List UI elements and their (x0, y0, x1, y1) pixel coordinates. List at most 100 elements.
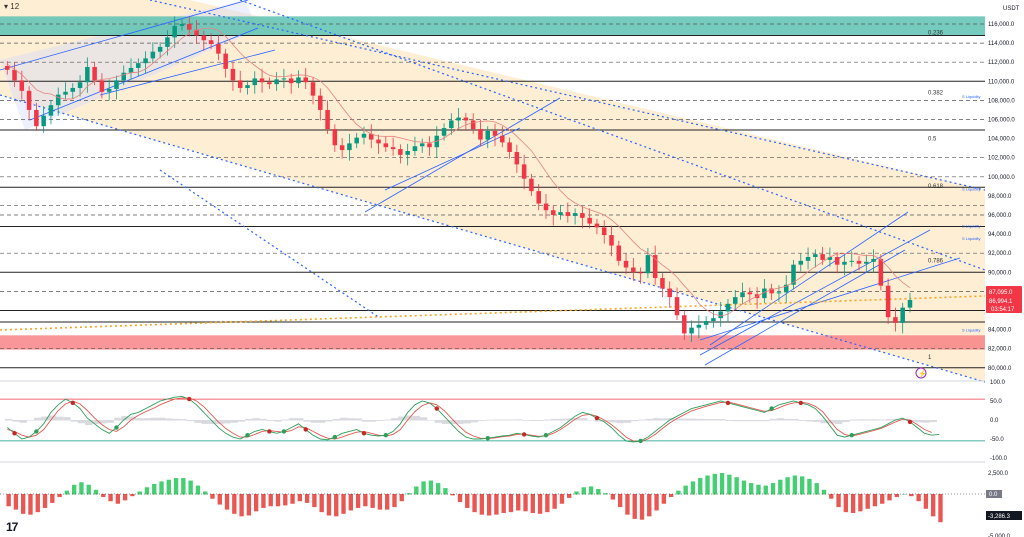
price-tick-label: 108,000.0 (988, 98, 1015, 104)
macd-bar (122, 494, 128, 501)
osc-histogram-bar (594, 420, 602, 422)
macd-bar (865, 494, 870, 509)
candle-body (354, 137, 359, 144)
macd-bar (370, 494, 375, 508)
candle-body (136, 63, 141, 68)
candle-body (703, 321, 709, 325)
osc-histogram-bar (878, 419, 886, 421)
macd-bar (152, 483, 157, 495)
tradingview-logo[interactable]: 17 (6, 520, 18, 534)
candle-body (478, 129, 483, 140)
osc-histogram-bar (827, 420, 835, 424)
macd-bar (210, 494, 215, 499)
candle-body (645, 255, 651, 274)
macd-bar (690, 481, 696, 495)
osc-histogram-bar (412, 415, 420, 421)
macd-bar (86, 484, 91, 495)
candle-body (194, 29, 199, 36)
candle-body (310, 82, 316, 96)
macd-bar (807, 478, 812, 495)
candle-body (594, 223, 600, 228)
osc-cross-dot (332, 434, 338, 440)
macd-bar (224, 494, 230, 510)
macd-bar (304, 494, 310, 503)
osc-histogram-bar (354, 418, 362, 421)
osc-tick-label: 0.0 (990, 418, 999, 424)
candle-body (48, 105, 54, 116)
osc-histogram-bar (529, 420, 537, 421)
osc-histogram-bar (369, 420, 377, 422)
candle-body (529, 178, 534, 192)
candle-body (157, 46, 163, 52)
candle-body (259, 78, 265, 83)
macd-bar (588, 486, 594, 495)
candle-body (536, 191, 541, 204)
macd-bar (246, 494, 252, 516)
macd-bar (188, 480, 193, 495)
osc-histogram-bar (449, 420, 457, 424)
candle-body (878, 258, 884, 286)
osc-histogram-bar (703, 419, 712, 421)
osc-histogram-bar (580, 418, 588, 421)
candle-body (725, 303, 731, 312)
candle-body (500, 135, 505, 143)
macd-bar (770, 483, 776, 495)
candle-body (281, 78, 287, 80)
osc-histogram-bar (216, 420, 224, 424)
candle-body (587, 217, 592, 224)
osc-histogram-bar (230, 420, 238, 423)
osc-histogram-bar (143, 418, 151, 421)
osc-histogram-bar (376, 420, 384, 421)
macd-bar (763, 485, 768, 495)
candle-body (405, 151, 410, 155)
osc-signal-line (7, 397, 932, 443)
trend-line (384, 127, 521, 191)
osc-histogram-bar (543, 419, 551, 421)
candle-body (92, 66, 97, 81)
osc-cross-dot (434, 406, 439, 411)
macd-bar (64, 490, 70, 495)
candle-body (5, 66, 10, 70)
osc-histogram-bar (652, 418, 661, 421)
macd-bar (916, 494, 921, 502)
osc-tick-label: 50.0 (990, 399, 1002, 405)
macd-bar (166, 479, 171, 495)
candle-body (696, 324, 702, 328)
interval-indicator[interactable]: ▾ 12 (4, 2, 19, 11)
macd-bar (101, 494, 106, 498)
osc-histogram-bar (769, 418, 777, 421)
macd-value-badge (986, 511, 1022, 520)
price-tick-label: 92,000.0 (988, 251, 1012, 257)
osc-histogram-bar (572, 418, 581, 421)
lightning-icon[interactable] (915, 367, 927, 379)
osc-histogram-bar (398, 416, 406, 421)
macd-zero-badge (986, 490, 1002, 498)
osc-histogram-bar (26, 420, 35, 421)
lightning-glyph: ⚡ (918, 369, 927, 378)
candle-body (85, 66, 90, 83)
osc-histogram-bar (456, 420, 464, 424)
trend-line (0, 0, 249, 71)
candle-body (776, 292, 782, 294)
macd-zero-value: 0.0 (989, 492, 998, 498)
macd-bar (290, 494, 295, 504)
macd-bar (275, 494, 281, 507)
candle-body (893, 317, 898, 323)
osc-histogram-bar (783, 418, 792, 421)
osc-cross-dot (638, 438, 643, 444)
candle-body (543, 203, 549, 211)
macd-bar (486, 494, 492, 516)
macd-bar (253, 494, 259, 512)
macd-bar (581, 487, 586, 495)
dotted-trend-line (159, 169, 381, 319)
osc-histogram-bar (551, 418, 559, 421)
currency-label: USDT (1003, 6, 1020, 12)
macd-bar (523, 494, 528, 512)
chevron-down-icon[interactable]: ▾ (4, 2, 9, 11)
resistance-zone (0, 16, 985, 36)
macd-bar (683, 485, 688, 495)
macd-bar (705, 475, 710, 495)
price-axis-bg (985, 0, 1024, 537)
macd-bar (355, 494, 361, 508)
